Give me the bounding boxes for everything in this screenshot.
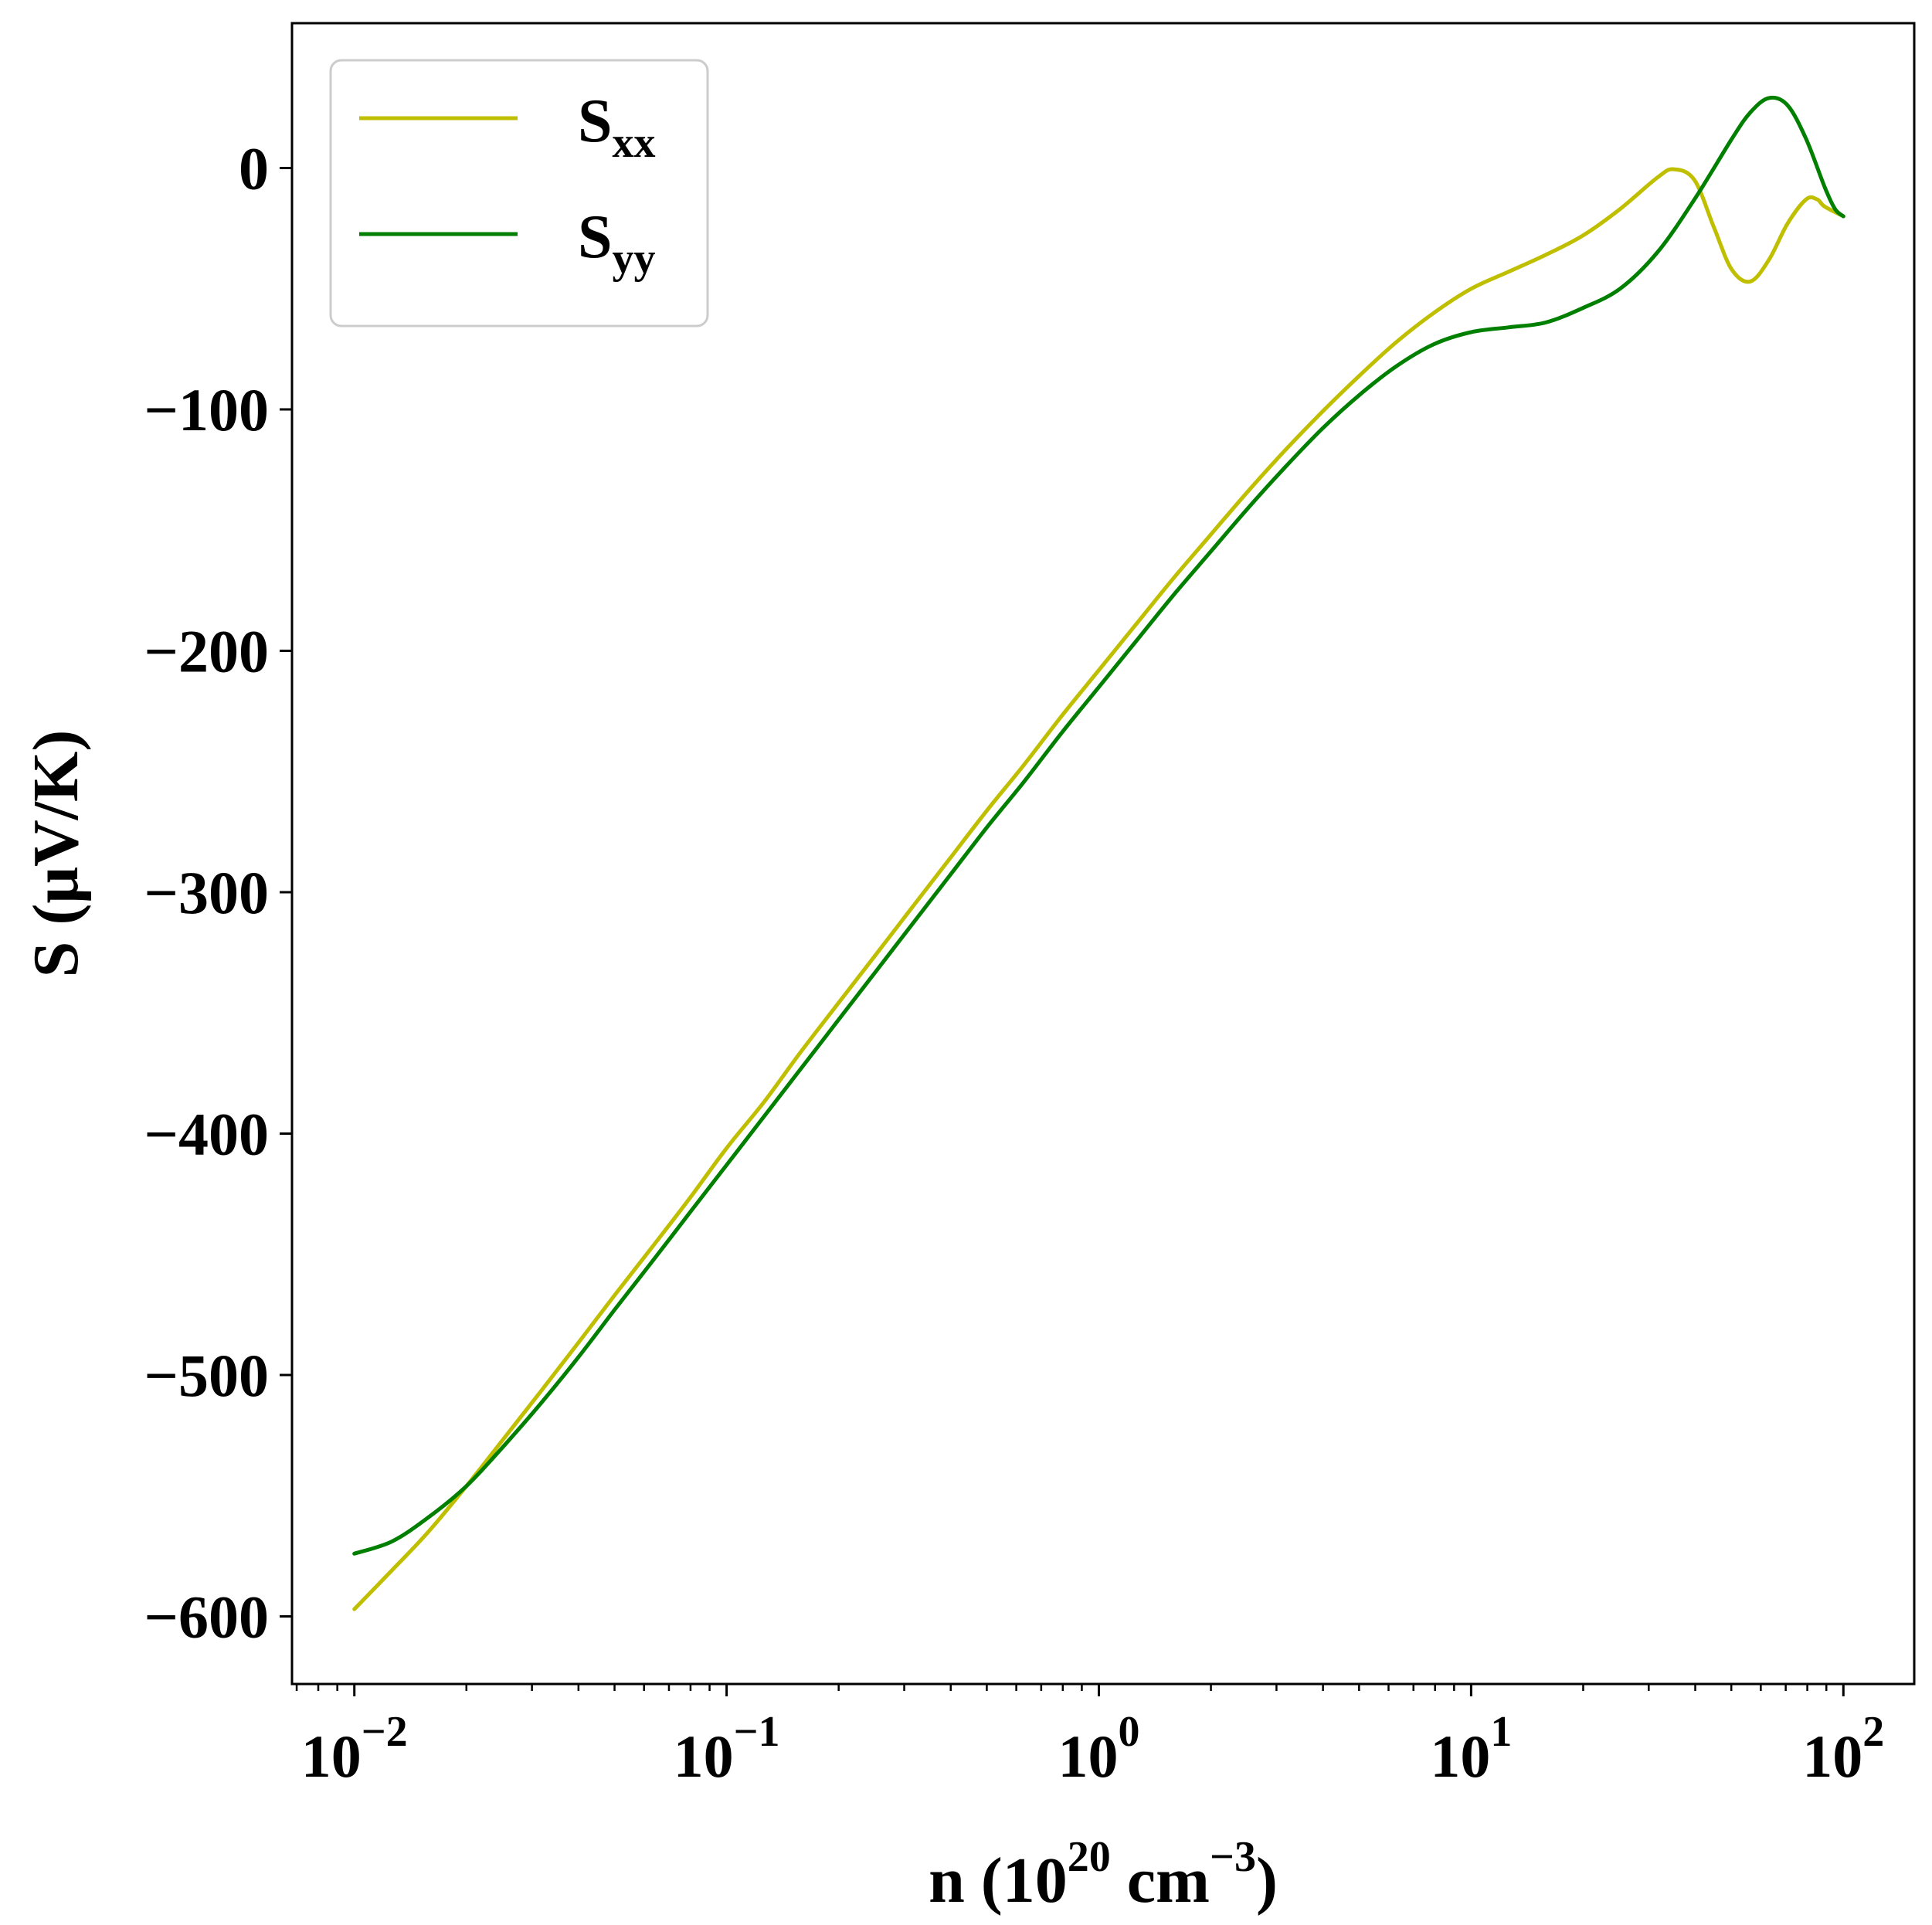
x-axis-label-base: n (10 xyxy=(929,1845,1068,1917)
y-tick-label: −500 xyxy=(144,1342,269,1409)
y-tick-label: −100 xyxy=(144,376,269,443)
legend-label-syy-sub: yy xyxy=(613,235,656,283)
x-tick-label-exponent: −1 xyxy=(734,1708,780,1756)
legend-label-syy-main: S xyxy=(578,203,613,271)
x-tick-label-exponent: 2 xyxy=(1862,1708,1884,1756)
y-tick-label: −400 xyxy=(144,1101,269,1168)
x-axis-label-mid: cm xyxy=(1111,1845,1210,1917)
x-tick-label-exponent: 0 xyxy=(1118,1708,1139,1756)
legend-label-sxx-sub: xx xyxy=(613,119,656,167)
legend: Sxx Syy xyxy=(329,59,709,328)
x-tick-label-exponent: 1 xyxy=(1490,1708,1512,1756)
y-axis-label: S (μV/K) xyxy=(20,730,92,978)
x-tick-label-base: 10 xyxy=(674,1723,734,1790)
x-tick-label: 102 xyxy=(1802,1708,1884,1790)
series-line-xx xyxy=(352,167,1845,1611)
y-tick-label: −200 xyxy=(144,618,269,685)
legend-label-sxx: Sxx xyxy=(578,87,656,167)
x-axis-label: n (1020 cm−3) xyxy=(929,1833,1278,1917)
plot-frame xyxy=(290,22,1916,1686)
x-tick-label-base: 10 xyxy=(301,1723,362,1790)
x-tick-label: 10−2 xyxy=(301,1708,408,1790)
x-axis-label-sup2: −3 xyxy=(1210,1833,1256,1881)
x-tick-label-exponent: −2 xyxy=(362,1708,408,1756)
y-tick-label: 0 xyxy=(239,135,269,202)
x-axis-label-end: ) xyxy=(1256,1845,1278,1917)
x-tick-label: 101 xyxy=(1430,1708,1512,1790)
x-tick-label: 10−1 xyxy=(674,1708,780,1790)
x-tick-label-base: 10 xyxy=(1058,1723,1118,1790)
legend-label-syy: Syy xyxy=(578,203,656,283)
x-axis-ticks: 10−2 10−1 100 101 102 xyxy=(295,1684,1884,1790)
x-tick-label-base: 10 xyxy=(1802,1723,1862,1790)
legend-label-sxx-main: S xyxy=(578,87,613,155)
y-tick-label: −300 xyxy=(144,859,269,926)
x-axis-label-sup1: 20 xyxy=(1068,1833,1111,1881)
series-layer xyxy=(352,95,1845,1611)
y-axis-ticks: 0 −100 −200 −300 −400 −500 −600 xyxy=(144,135,292,1651)
series-line-yy xyxy=(352,95,1845,1556)
y-tick-label: −600 xyxy=(144,1584,269,1651)
x-tick-label: 100 xyxy=(1058,1708,1139,1790)
legend-frame xyxy=(329,59,709,328)
x-tick-label-base: 10 xyxy=(1430,1723,1490,1790)
